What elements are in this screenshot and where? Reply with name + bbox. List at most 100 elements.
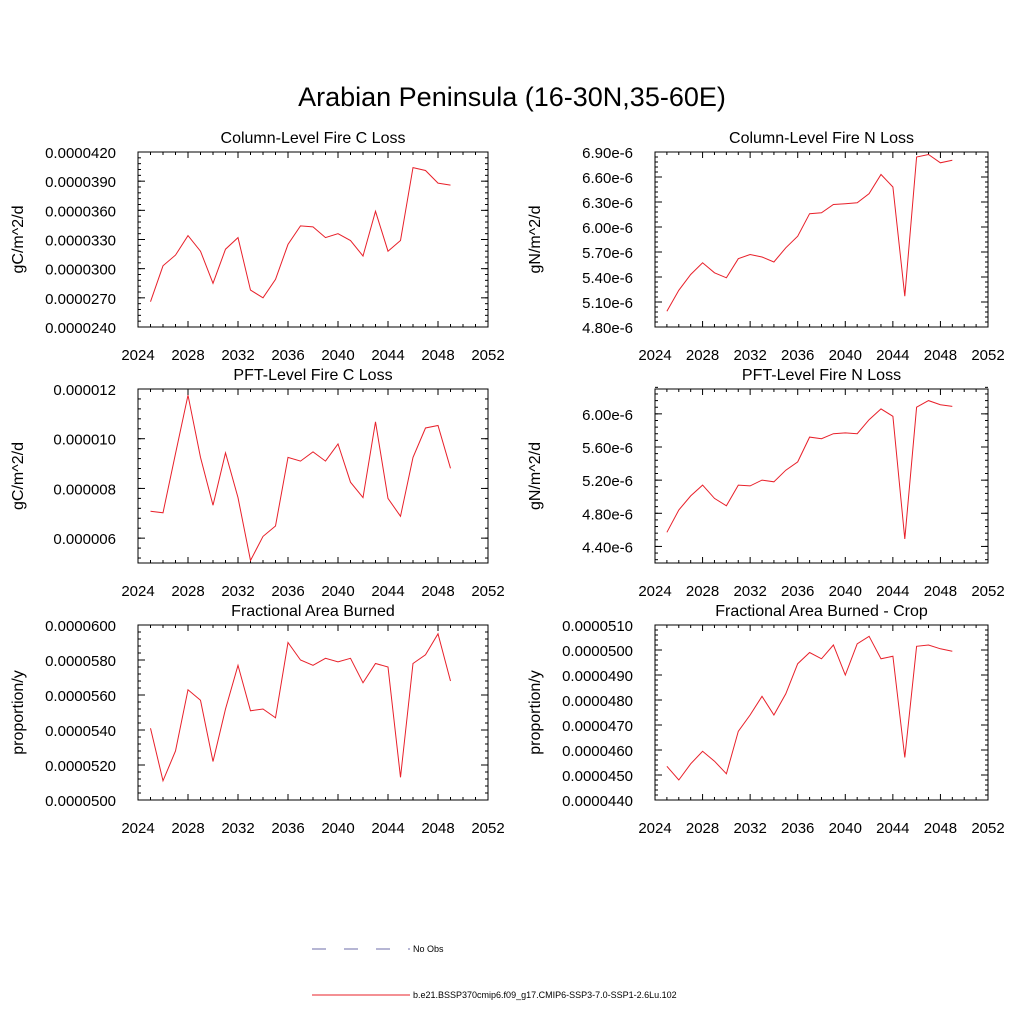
fractional-area-burned-ylabel: proportion/y <box>10 670 27 755</box>
fractional-area-burned-crop-xtick-label: 2040 <box>829 820 862 837</box>
panel-column-level-fire-n-loss: Column-Level Fire N Loss gN/m^2/d 2024 2028… <box>527 130 1005 364</box>
column-level-fire-n-loss-xtick-label: 2036 <box>781 347 814 364</box>
pft-level-fire-n-loss-title: PFT-Level Fire N Loss <box>742 367 901 384</box>
pft-level-fire-n-loss-ytick-label: 5.60e-6 <box>582 440 633 457</box>
panel-pft-level-fire-n-loss: PFT-Level Fire N Loss gN/m^2/d 2024 2028 203… <box>527 367 1005 600</box>
column-level-fire-n-loss-ytick-label: 6.30e-6 <box>582 195 633 212</box>
panel-pft-level-fire-c-loss: PFT-Level Fire C Loss gC/m^2/d 2024 2028 203… <box>10 367 505 600</box>
column-level-fire-c-loss-ytick-label: 0.0000270 <box>45 291 116 308</box>
column-level-fire-n-loss-ytick-label: 6.60e-6 <box>582 170 633 187</box>
fractional-area-burned-xtick-label: 2048 <box>421 820 454 837</box>
fractional-area-burned-crop-xtick-label: 2024 <box>638 820 671 837</box>
column-level-fire-n-loss-xtick-label: 2032 <box>733 347 766 364</box>
pft-level-fire-c-loss-xtick-label: 2044 <box>371 583 404 600</box>
pft-level-fire-n-loss-xtick-label: 2036 <box>781 583 814 600</box>
pft-level-fire-c-loss-ylabel: gC/m^2/d <box>10 442 27 510</box>
fractional-area-burned-crop-xtick-label: 2036 <box>781 820 814 837</box>
column-level-fire-c-loss-ytick-label: 0.0000240 <box>45 320 116 337</box>
legend: No Obs b.e21.BSSP370cmip6.f09_g17.CMIP6-… <box>312 944 677 1000</box>
fractional-area-burned-xtick-label: 2024 <box>121 820 154 837</box>
fractional-area-burned-crop-xtick-label: 2048 <box>924 820 957 837</box>
panel-fractional-area-burned-crop: Fractional Area Burned - Crop proportion/… <box>527 603 1005 837</box>
fractional-area-burned-ytick-label: 0.0000520 <box>45 758 116 775</box>
column-level-fire-c-loss-xtick-label: 2044 <box>371 347 404 364</box>
column-level-fire-n-loss-series-line <box>666 153 953 312</box>
fractional-area-burned-ytick-label: 0.0000560 <box>45 688 116 705</box>
column-level-fire-c-loss-title: Column-Level Fire C Loss <box>221 130 406 147</box>
column-level-fire-c-loss-ytick-label: 0.0000330 <box>45 233 116 250</box>
fractional-area-burned-xtick-label: 2052 <box>471 820 504 837</box>
column-level-fire-n-loss-ylabel: gN/m^2/d <box>527 206 544 274</box>
pft-level-fire-c-loss-series-line <box>150 395 451 562</box>
column-level-fire-n-loss-ytick-label: 6.90e-6 <box>582 145 633 162</box>
legend-label-no-obs: No Obs <box>413 944 444 954</box>
fractional-area-burned-crop-ytick-label: 0.0000510 <box>562 618 633 635</box>
column-level-fire-c-loss-ytick-label: 0.0000360 <box>45 203 116 220</box>
fractional-area-burned-crop-ytick-label: 0.0000460 <box>562 743 633 760</box>
pft-level-fire-c-loss-xtick-label: 2036 <box>271 583 304 600</box>
fractional-area-burned-crop-ylabel: proportion/y <box>527 670 544 755</box>
pft-level-fire-n-loss-xtick-label: 2024 <box>638 583 671 600</box>
column-level-fire-c-loss-xtick-label: 2028 <box>171 347 204 364</box>
fractional-area-burned-xtick-label: 2036 <box>271 820 304 837</box>
fractional-area-burned-title: Fractional Area Burned <box>231 603 395 620</box>
fractional-area-burned-crop-ytick-label: 0.0000440 <box>562 793 633 810</box>
fractional-area-burned-crop-ytick-label: 0.0000480 <box>562 693 633 710</box>
pft-level-fire-n-loss-xtick-label: 2052 <box>971 583 1004 600</box>
fractional-area-burned-crop-series-line <box>666 635 953 781</box>
pft-level-fire-c-loss-xtick-label: 2040 <box>321 583 354 600</box>
pft-level-fire-n-loss-series-line <box>666 400 953 540</box>
column-level-fire-c-loss-series-line <box>150 166 451 302</box>
column-level-fire-c-loss-ytick-label: 0.0000420 <box>45 145 116 162</box>
column-level-fire-n-loss-xtick-label: 2040 <box>829 347 862 364</box>
column-level-fire-n-loss-xtick-label: 2028 <box>686 347 719 364</box>
pft-level-fire-c-loss-xtick-label: 2048 <box>421 583 454 600</box>
column-level-fire-c-loss-ytick-label: 0.0000390 <box>45 174 116 191</box>
pft-level-fire-n-loss-ytick-label: 6.00e-6 <box>582 407 633 424</box>
figure-title: Arabian Peninsula (16-30N,35-60E) <box>298 82 726 112</box>
legend-label-model: b.e21.BSSP370cmip6.f09_g17.CMIP6-SSP3-7.… <box>413 990 677 1000</box>
fractional-area-burned-crop-xtick-label: 2028 <box>686 820 719 837</box>
pft-level-fire-n-loss-xtick-label: 2044 <box>876 583 909 600</box>
fractional-area-burned-xtick-label: 2028 <box>171 820 204 837</box>
column-level-fire-c-loss-xtick-label: 2036 <box>271 347 304 364</box>
column-level-fire-n-loss-xtick-label: 2052 <box>971 347 1004 364</box>
column-level-fire-c-loss-xtick-label: 2024 <box>121 347 154 364</box>
fractional-area-burned-crop-ytick-label: 0.0000490 <box>562 668 633 685</box>
column-level-fire-n-loss-xtick-label: 2048 <box>924 347 957 364</box>
pft-level-fire-n-loss-ytick-label: 4.80e-6 <box>582 506 633 523</box>
fractional-area-burned-crop-ytick-label: 0.0000500 <box>562 643 633 660</box>
fractional-area-burned-crop-ytick-label: 0.0000450 <box>562 768 633 785</box>
column-level-fire-n-loss-ytick-label: 6.00e-6 <box>582 220 633 237</box>
pft-level-fire-n-loss-xtick-label: 2048 <box>924 583 957 600</box>
fractional-area-burned-ytick-label: 0.0000500 <box>45 793 116 810</box>
pft-level-fire-n-loss-ytick-label: 5.20e-6 <box>582 473 633 490</box>
pft-level-fire-n-loss-ylabel: gN/m^2/d <box>527 442 544 510</box>
pft-level-fire-c-loss-xtick-label: 2052 <box>471 583 504 600</box>
pft-level-fire-c-loss-ytick-label: 0.000006 <box>53 531 116 548</box>
fractional-area-burned-ytick-label: 0.0000540 <box>45 723 116 740</box>
column-level-fire-c-loss-xtick-label: 2048 <box>421 347 454 364</box>
panels: Column-Level Fire C Loss gC/m^2/d 2024 2028… <box>10 130 1005 837</box>
panel-fractional-area-burned: Fractional Area Burned proportion/y 2024 20… <box>10 603 505 837</box>
pft-level-fire-n-loss-xtick-label: 2040 <box>829 583 862 600</box>
fractional-area-burned-crop-title: Fractional Area Burned - Crop <box>715 603 928 620</box>
fractional-area-burned-crop-xtick-label: 2044 <box>876 820 909 837</box>
fractional-area-burned-xtick-label: 2040 <box>321 820 354 837</box>
pft-level-fire-c-loss-xtick-label: 2032 <box>221 583 254 600</box>
panel-column-level-fire-c-loss: Column-Level Fire C Loss gC/m^2/d 2024 2028… <box>10 130 505 364</box>
pft-level-fire-c-loss-title: PFT-Level Fire C Loss <box>233 367 392 384</box>
fractional-area-burned-series-line <box>150 632 451 783</box>
fractional-area-burned-crop-xtick-label: 2032 <box>733 820 766 837</box>
column-level-fire-n-loss-ytick-label: 5.40e-6 <box>582 270 633 287</box>
column-level-fire-c-loss-xtick-label: 2032 <box>221 347 254 364</box>
column-level-fire-n-loss-ytick-label: 5.70e-6 <box>582 245 633 262</box>
pft-level-fire-n-loss-xtick-label: 2028 <box>686 583 719 600</box>
column-level-fire-c-loss-ytick-label: 0.0000300 <box>45 262 116 279</box>
pft-level-fire-c-loss-ytick-label: 0.000010 <box>53 432 116 449</box>
column-level-fire-n-loss-ytick-label: 4.80e-6 <box>582 320 633 337</box>
fractional-area-burned-ytick-label: 0.0000600 <box>45 618 116 635</box>
pft-level-fire-n-loss-ytick-label: 4.40e-6 <box>582 539 633 556</box>
column-level-fire-c-loss-ylabel: gC/m^2/d <box>10 206 27 274</box>
